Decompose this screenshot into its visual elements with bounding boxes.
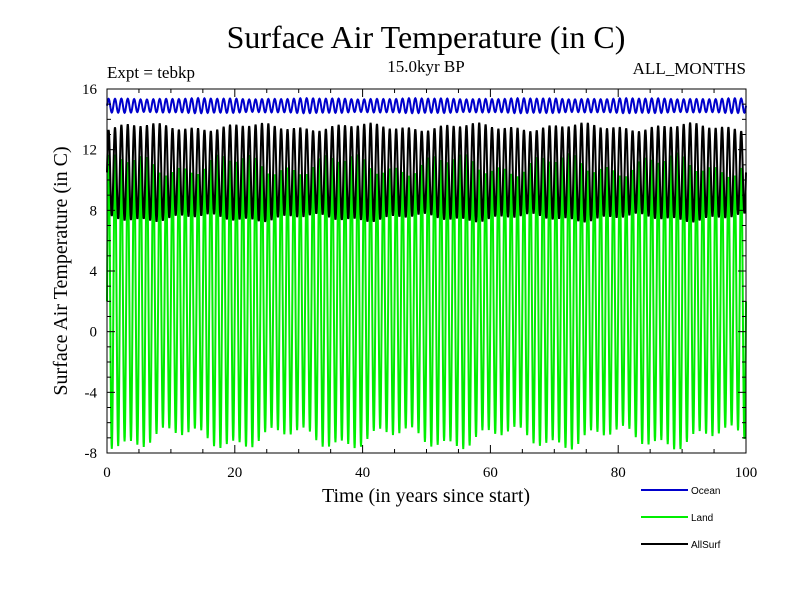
months-label: ALL_MONTHS [633,59,746,78]
series-line-ocean [106,96,747,115]
legend: Ocean Land AllSurf [641,486,721,551]
ticks-layer: 0 20 40 60 80 100 -8 -4 0 4 8 12 16 [82,82,757,481]
series-line-land [106,152,747,450]
x-tick-label: 100 [735,465,758,481]
legend-label-allsurf: AllSurf [691,540,721,551]
x-tick-label: 20 [227,465,242,481]
series-line-allsurf [106,122,747,223]
y-tick-label: -4 [85,385,98,401]
x-tick-label: 60 [483,465,498,481]
y-tick-label: 0 [90,325,98,341]
y-tick-label: 4 [90,264,98,280]
x-axis-label: Time (in years since start) [322,485,530,507]
x-tick-label: 40 [355,465,370,481]
plot-area: 0 20 40 60 80 100 -8 -4 0 4 8 12 16 [82,82,757,481]
period-label: 15.0kyr BP [387,57,464,76]
legend-label-ocean: Ocean [691,486,720,497]
chart-title: Surface Air Temperature (in C) [227,19,626,55]
y-tick-label: 8 [90,203,98,219]
legend-label-land: Land [691,513,713,524]
series-layer [106,96,747,450]
x-tick-label: 80 [611,465,626,481]
y-tick-label: 12 [82,143,97,159]
y-axis-label: Surface Air Temperature (in C) [50,146,72,395]
x-tick-label: 0 [103,465,111,481]
experiment-label: Expt = tebkp [107,63,195,82]
y-tick-label: -8 [85,446,98,462]
y-tick-label: 16 [82,82,98,98]
